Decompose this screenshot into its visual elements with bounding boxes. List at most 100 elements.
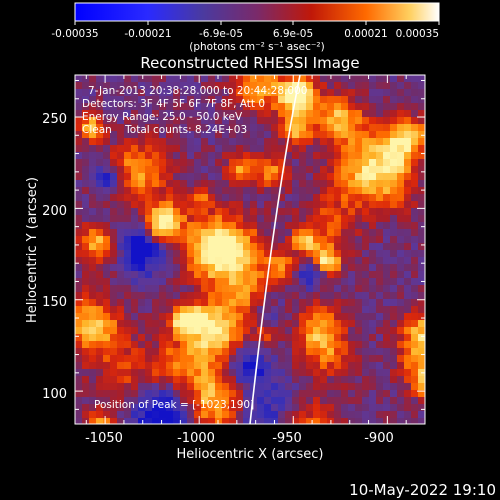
- image-pixel: [285, 117, 292, 124]
- image-pixel: [411, 362, 418, 369]
- image-pixel: [299, 194, 306, 201]
- image-pixel: [222, 334, 229, 341]
- image-pixel: [82, 229, 89, 236]
- image-pixel: [229, 229, 236, 236]
- image-pixel: [229, 397, 236, 404]
- image-pixel: [180, 159, 187, 166]
- image-pixel: [152, 369, 159, 376]
- image-pixel: [418, 376, 425, 383]
- image-pixel: [390, 145, 397, 152]
- image-pixel: [418, 341, 425, 348]
- image-pixel: [285, 264, 292, 271]
- image-pixel: [390, 418, 397, 424]
- image-pixel: [215, 250, 222, 257]
- image-pixel: [292, 138, 299, 145]
- image-pixel: [89, 271, 96, 278]
- image-pixel: [89, 327, 96, 334]
- image-pixel: [320, 334, 327, 341]
- image-pixel: [152, 313, 159, 320]
- image-pixel: [362, 411, 369, 418]
- image-pixel: [229, 215, 236, 222]
- image-pixel: [250, 173, 257, 180]
- image-pixel: [348, 390, 355, 397]
- image-pixel: [418, 355, 425, 362]
- image-pixel: [334, 243, 341, 250]
- image-pixel: [397, 292, 404, 299]
- image-pixel: [222, 376, 229, 383]
- image-pixel: [138, 299, 145, 306]
- image-pixel: [243, 390, 250, 397]
- image-pixel: [390, 89, 397, 96]
- image-pixel: [362, 313, 369, 320]
- image-pixel: [180, 96, 187, 103]
- image-pixel: [187, 397, 194, 404]
- image-pixel: [411, 390, 418, 397]
- image-pixel: [110, 327, 117, 334]
- image-pixel: [124, 299, 131, 306]
- image-pixel: [201, 250, 208, 257]
- image-pixel: [390, 96, 397, 103]
- image-pixel: [397, 404, 404, 411]
- image-pixel: [187, 320, 194, 327]
- image-pixel: [278, 390, 285, 397]
- image-pixel: [173, 334, 180, 341]
- image-pixel: [124, 96, 131, 103]
- image-pixel: [180, 103, 187, 110]
- image-pixel: [138, 369, 145, 376]
- image-pixel: [96, 348, 103, 355]
- image-pixel: [327, 397, 334, 404]
- image-pixel: [124, 201, 131, 208]
- image-pixel: [418, 299, 425, 306]
- image-pixel: [320, 82, 327, 89]
- image-pixel: [313, 313, 320, 320]
- image-pixel: [383, 131, 390, 138]
- image-pixel: [117, 369, 124, 376]
- image-pixel: [152, 257, 159, 264]
- image-pixel: [257, 292, 264, 299]
- image-pixel: [341, 243, 348, 250]
- image-pixel: [152, 306, 159, 313]
- image-pixel: [75, 194, 82, 201]
- image-pixel: [152, 194, 159, 201]
- image-pixel: [82, 222, 89, 229]
- image-pixel: [173, 180, 180, 187]
- image-pixel: [75, 159, 82, 166]
- image-pixel: [173, 89, 180, 96]
- image-pixel: [208, 110, 215, 117]
- image-pixel: [236, 327, 243, 334]
- image-pixel: [208, 131, 215, 138]
- image-pixel: [404, 404, 411, 411]
- image-pixel: [208, 411, 215, 418]
- image-pixel: [222, 271, 229, 278]
- image-pixel: [194, 82, 201, 89]
- image-pixel: [411, 383, 418, 390]
- image-pixel: [117, 376, 124, 383]
- image-pixel: [355, 243, 362, 250]
- image-pixel: [229, 89, 236, 96]
- image-pixel: [390, 152, 397, 159]
- image-pixel: [236, 117, 243, 124]
- image-area: [75, 75, 425, 424]
- image-pixel: [166, 138, 173, 145]
- image-pixel: [180, 229, 187, 236]
- image-pixel: [222, 292, 229, 299]
- image-pixel: [313, 243, 320, 250]
- image-pixel: [250, 215, 257, 222]
- image-pixel: [243, 313, 250, 320]
- image-pixel: [299, 348, 306, 355]
- image-pixel: [369, 243, 376, 250]
- image-pixel: [82, 82, 89, 89]
- image-pixel: [271, 327, 278, 334]
- image-pixel: [159, 152, 166, 159]
- image-pixel: [194, 152, 201, 159]
- image-pixel: [243, 369, 250, 376]
- image-pixel: [215, 334, 222, 341]
- image-pixel: [264, 96, 271, 103]
- image-pixel: [341, 327, 348, 334]
- image-pixel: [124, 89, 131, 96]
- image-pixel: [117, 110, 124, 117]
- image-pixel: [271, 187, 278, 194]
- image-pixel: [229, 341, 236, 348]
- image-pixel: [334, 124, 341, 131]
- image-pixel: [89, 383, 96, 390]
